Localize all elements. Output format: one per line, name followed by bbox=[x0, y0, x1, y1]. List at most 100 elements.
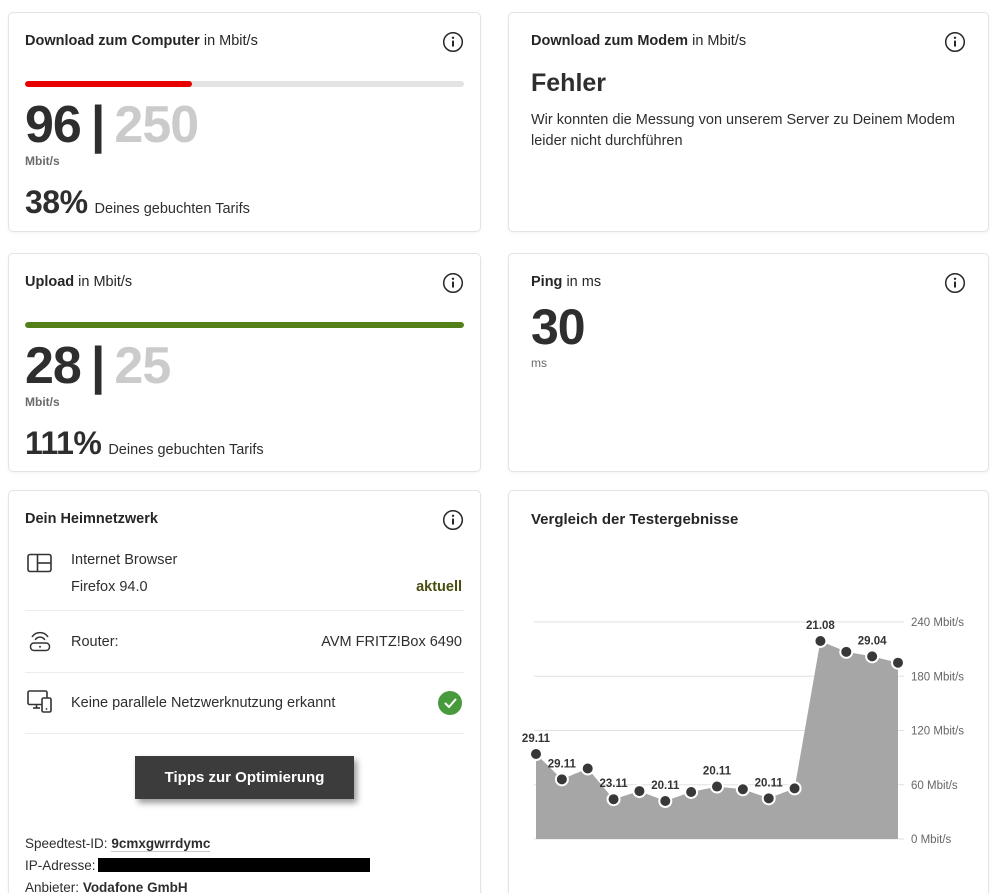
chart-point-label: 29.04 bbox=[858, 635, 887, 647]
info-icon[interactable] bbox=[944, 31, 966, 53]
card-header: Dein Heimnetzwerk bbox=[25, 509, 464, 531]
speed-unit: Mbit/s bbox=[25, 154, 60, 168]
speed-unit: Mbit/s bbox=[25, 395, 60, 409]
chart-point[interactable] bbox=[554, 772, 569, 787]
chart-area bbox=[536, 641, 898, 839]
value-separator: | bbox=[90, 337, 106, 395]
card-header: Download zum Modem in Mbit/s bbox=[531, 31, 966, 53]
card-header: Upload in Mbit/s bbox=[25, 272, 464, 294]
card-header: Ping in ms bbox=[531, 272, 966, 294]
ip-address-line: IP-Adresse: bbox=[25, 857, 464, 875]
tips-optimierung-button[interactable]: Tipps zur Optimierung bbox=[134, 756, 355, 799]
chart-point[interactable] bbox=[839, 644, 854, 659]
tariff-max-value: 25 bbox=[114, 337, 171, 395]
browser-info: Internet Browser Firefox 94.0 aktuell bbox=[71, 552, 462, 595]
card-vergleich: Vergleich der Testergebnisse 0 Mbit/s 60 … bbox=[508, 490, 989, 893]
router-row: Router: AVM FRITZ!Box 6490 bbox=[25, 611, 464, 673]
chart-point[interactable] bbox=[684, 784, 699, 799]
chart-point-label: 20.11 bbox=[651, 780, 680, 792]
chart-point[interactable] bbox=[761, 791, 776, 806]
card-title-rest: in Mbit/s bbox=[688, 33, 747, 49]
chart-point[interactable] bbox=[529, 747, 543, 762]
chart-point-label: 20.11 bbox=[703, 766, 732, 778]
connection-details: Speedtest-ID: 9cmxgwrrdymc IP-Adresse: A… bbox=[25, 835, 464, 893]
tariff-max-value: 250 bbox=[114, 96, 199, 154]
browser-row: Internet Browser Firefox 94.0 aktuell bbox=[25, 537, 464, 611]
download-progress-fill bbox=[25, 81, 192, 87]
detail-label: Anbieter: bbox=[25, 880, 80, 893]
card-ping: Ping in ms 30 ms bbox=[508, 253, 989, 472]
card-title-bold: Ping bbox=[531, 274, 563, 290]
chart-point[interactable] bbox=[891, 655, 905, 670]
parallel-usage-label: Keine parallele Netzwerknutzung erkannt bbox=[71, 695, 336, 711]
card-title-upload: Upload in Mbit/s bbox=[25, 272, 132, 290]
card-title-rest: in Mbit/s bbox=[199, 33, 258, 49]
download-speed-value: 96 | 250 bbox=[25, 99, 464, 151]
router-info: Router: AVM FRITZ!Box 6490 bbox=[71, 634, 462, 650]
tariff-percent-row: 111% Deines gebuchten Tarifs bbox=[25, 425, 464, 462]
chart-ytick-label: 180 Mbit/s bbox=[911, 671, 964, 683]
card-upload: Upload in Mbit/s 28 | 25 Mbit/s 111% Deine… bbox=[8, 253, 481, 472]
tariff-percent: 111% bbox=[25, 425, 102, 461]
tariff-percent-label: Deines gebuchten Tarifs bbox=[108, 442, 264, 458]
speedtest-id-line: Speedtest-ID: 9cmxgwrrdymc bbox=[25, 835, 464, 853]
chart-point[interactable] bbox=[710, 779, 724, 794]
browser-label: Internet Browser bbox=[71, 552, 178, 568]
info-icon[interactable] bbox=[442, 272, 464, 294]
info-icon[interactable] bbox=[442, 31, 464, 53]
results-chart: 0 Mbit/s 60 Mbit/s 120 Mbit/s 180 Mbit/s 240… bbox=[522, 617, 964, 846]
tariff-percent-row: 38% Deines gebuchten Tarifs bbox=[25, 184, 464, 221]
chart-point[interactable] bbox=[787, 781, 802, 796]
detail-label: IP-Adresse: bbox=[25, 858, 96, 874]
home-network-rows: Internet Browser Firefox 94.0 aktuell Ro… bbox=[25, 537, 464, 734]
card-heimnetzwerk: Dein Heimnetzwerk Internet Browser Firef… bbox=[8, 490, 481, 893]
info-icon[interactable] bbox=[944, 272, 966, 294]
card-header: Download zum Computer in Mbit/s bbox=[25, 31, 464, 53]
detail-label: Speedtest-ID: bbox=[25, 836, 108, 851]
info-icon[interactable] bbox=[442, 509, 464, 531]
measured-value: 28 bbox=[25, 337, 82, 395]
router-icon bbox=[27, 626, 55, 657]
tariff-percent-label: Deines gebuchten Tarifs bbox=[94, 201, 250, 217]
chart-point[interactable] bbox=[813, 633, 828, 648]
chart-point[interactable] bbox=[658, 794, 673, 809]
devices-icon bbox=[27, 688, 55, 718]
tariff-percent: 38% bbox=[25, 184, 88, 220]
parallel-usage-row: Keine parallele Netzwerknutzung erkannt bbox=[25, 673, 464, 734]
chart-point[interactable] bbox=[606, 792, 621, 807]
card-title-bold: Download zum Modem bbox=[531, 33, 689, 49]
parallel-usage-info: Keine parallele Netzwerknutzung erkannt bbox=[71, 691, 462, 715]
upload-progress-fill bbox=[25, 322, 464, 328]
browser-version: Firefox 94.0 bbox=[71, 579, 148, 595]
card-download-computer: Download zum Computer in Mbit/s 96 | 250 M… bbox=[8, 12, 481, 232]
measured-value: 96 bbox=[25, 96, 82, 154]
error-heading: Fehler bbox=[531, 69, 607, 97]
chart-point-label: 29.11 bbox=[548, 758, 577, 770]
card-title-bold: Dein Heimnetzwerk bbox=[25, 511, 158, 527]
provider-value: Vodafone GmbH bbox=[82, 880, 188, 893]
chart-point[interactable] bbox=[735, 782, 750, 797]
ping-value: 30 bbox=[531, 299, 586, 355]
card-download-modem: Download zum Modem in Mbit/s Fehler Wir … bbox=[508, 12, 989, 232]
card-title-download-modem: Download zum Modem in Mbit/s bbox=[531, 31, 746, 49]
card-title-download-computer: Download zum Computer in Mbit/s bbox=[25, 31, 258, 49]
router-model: AVM FRITZ!Box 6490 bbox=[321, 633, 462, 650]
card-title-bold: Upload bbox=[25, 274, 75, 290]
chart-point-label: 21.08 bbox=[806, 620, 835, 632]
chart-point[interactable] bbox=[632, 784, 647, 799]
card-title-ping: Ping in ms bbox=[531, 272, 601, 290]
chart-point[interactable] bbox=[865, 649, 880, 664]
card-title-rest: in Mbit/s bbox=[74, 274, 133, 290]
chart-point-label: 20.11 bbox=[755, 777, 784, 789]
chart-point[interactable] bbox=[580, 761, 595, 776]
card-title-heimnetzwerk: Dein Heimnetzwerk bbox=[25, 509, 158, 527]
chart-ytick-label: 60 Mbit/s bbox=[911, 780, 958, 792]
upload-progress-track bbox=[25, 322, 464, 328]
chart-point-label: 29.11 bbox=[522, 733, 551, 745]
upload-speed-value: 28 | 25 bbox=[25, 340, 464, 392]
card-title-rest: in ms bbox=[562, 274, 602, 290]
chart-ytick-label: 0 Mbit/s bbox=[911, 834, 952, 846]
ping-unit: ms bbox=[531, 356, 547, 370]
chart-ytick-label: 240 Mbit/s bbox=[911, 617, 964, 629]
